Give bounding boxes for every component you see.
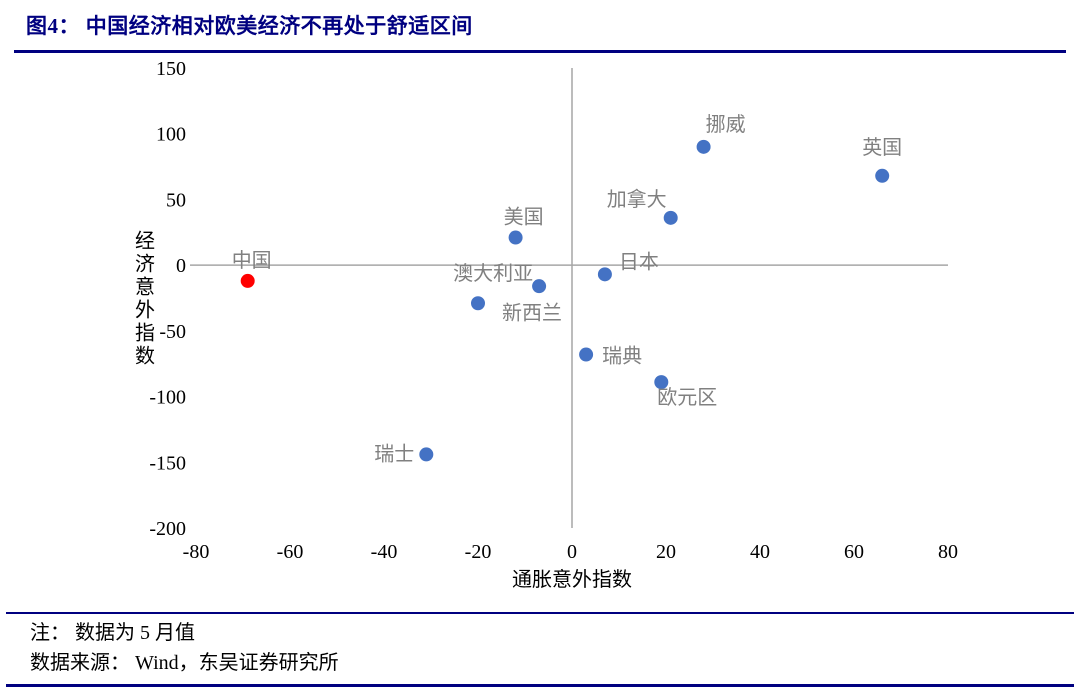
data-point-label: 美国 [504, 206, 544, 229]
y-axis-tick-label: 100 [156, 124, 186, 146]
data-point-label: 挪威 [706, 113, 746, 136]
y-axis-tick-label: -100 [149, 387, 186, 409]
data-point [579, 347, 594, 362]
data-point [696, 139, 711, 154]
data-point-label: 日本 [619, 250, 659, 273]
x-axis-tick-label: -40 [371, 541, 398, 563]
x-axis-title: 通胀意外指数 [512, 568, 632, 591]
data-point-label: 中国 [232, 249, 272, 272]
data-point-label: 新西兰 [502, 301, 562, 324]
figure-footer: 注： 数据为 5 月值 数据来源： Wind，东吴证券研究所 [0, 612, 1080, 687]
footer-source: 数据来源： Wind，东吴证券研究所 [30, 652, 339, 674]
data-point [654, 375, 669, 390]
data-point [663, 210, 678, 225]
y-axis-tick-label: 50 [166, 189, 186, 211]
data-point-label: 加拿大 [607, 187, 667, 211]
x-axis-tick-label: 60 [844, 541, 864, 563]
x-axis-tick-label: -80 [183, 541, 210, 563]
data-point-label: 瑞典 [602, 345, 642, 368]
y-axis-tick-label: -200 [149, 518, 186, 540]
data-point-label: 欧元区 [657, 386, 717, 409]
chart-area: 150 100 50 0 -50 -100 -150 -200 -80 -60 -40 -20 0 20 4… [0, 53, 1080, 598]
y-axis-tick-label: -150 [149, 452, 186, 474]
header-rule [14, 50, 1066, 53]
footer-note: 注： 数据为 5 月值 [30, 622, 195, 644]
data-point [875, 168, 890, 183]
data-point [532, 279, 547, 294]
x-axis-tick-label: 80 [938, 541, 958, 563]
data-point [419, 447, 434, 462]
footer-rule-bottom [6, 684, 1074, 687]
y-axis-tick-label: -50 [159, 321, 186, 343]
y-axis-tick-label: 150 [156, 58, 186, 80]
data-point [508, 230, 523, 245]
data-point [597, 267, 612, 282]
x-axis-tick-label: -60 [277, 541, 304, 563]
x-axis-tick-label: 40 [750, 541, 770, 563]
data-point-label: 澳大利亚 [453, 262, 533, 285]
x-axis-tick-label: 0 [567, 541, 577, 563]
data-point-label: 英国 [862, 136, 902, 159]
figure-title: 图4： 中国经济相对欧美经济不再处于舒适区间 [26, 14, 473, 38]
data-point-label: 瑞士 [374, 442, 414, 465]
y-axis-title: 经济意外指数 [135, 230, 155, 368]
x-axis-tick-label: -20 [465, 541, 492, 563]
y-axis-tick-label: 0 [176, 255, 186, 277]
data-point [240, 273, 255, 288]
figure-header: 图4： 中国经济相对欧美经济不再处于舒适区间 [0, 0, 1080, 40]
footer-rule-top [6, 612, 1074, 614]
x-axis-tick-label: 20 [656, 541, 676, 563]
data-point [471, 296, 485, 311]
